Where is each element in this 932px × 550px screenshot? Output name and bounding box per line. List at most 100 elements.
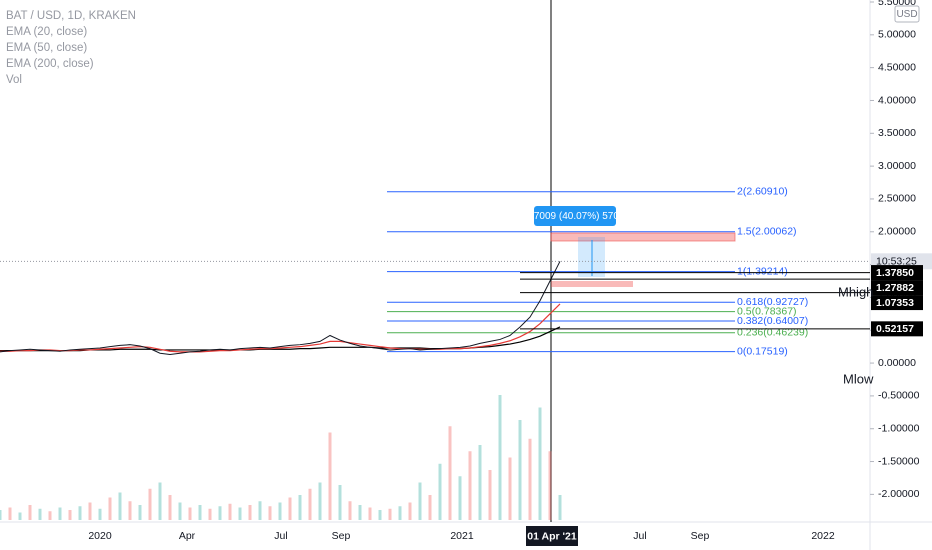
zone <box>550 232 736 242</box>
volume-bar <box>68 510 72 520</box>
volume-bar <box>218 506 222 520</box>
legend-item: Vol <box>6 74 22 86</box>
x-tick-label: 2022 <box>811 530 835 542</box>
y-tick-label: -2.00000 <box>878 488 920 500</box>
volume-bar <box>508 457 512 520</box>
volume-bar <box>38 508 42 520</box>
y-tick-label: -1.50000 <box>878 455 920 467</box>
price-line <box>0 261 561 356</box>
price-tag: 1.37850 <box>876 267 914 279</box>
price-tag-bg <box>871 321 923 337</box>
fib-label: 0(0.17519) <box>737 345 788 357</box>
x-tick-label: 2020 <box>88 530 112 542</box>
legend-item: EMA (20, close) <box>6 26 87 38</box>
y-tick-label: -1.00000 <box>878 423 920 435</box>
fib-label: 2(2.60910) <box>737 186 788 198</box>
y-tick-label: 4.00000 <box>878 94 916 106</box>
y-tick-label: 5.00000 <box>878 29 916 41</box>
volume-bar <box>468 451 472 520</box>
volume-bar <box>298 495 302 520</box>
x-tick-label: 2021 <box>450 530 474 542</box>
volume-bar <box>448 426 452 520</box>
note: Mlow <box>843 371 874 386</box>
y-tick-label: 0.00000 <box>878 357 916 369</box>
volume-bar <box>458 476 462 520</box>
date-tag: 01 Apr '21 <box>527 530 577 542</box>
price-tag: 1.27882 <box>876 282 914 294</box>
fib-label: 1(1.39214) <box>737 265 788 277</box>
volume-bar <box>328 432 332 520</box>
fib-label: 0.5(0.78367) <box>737 305 797 317</box>
volume-bar <box>338 485 342 520</box>
measure-label: 0.57009 (40.07%) 57009 <box>520 211 631 222</box>
legend-item: EMA (200, close) <box>6 58 94 70</box>
x-tick-label: Sep <box>691 530 710 542</box>
volume-bar <box>308 488 312 520</box>
volume-bar <box>198 505 202 520</box>
volume-bar <box>268 506 272 520</box>
volume-bar <box>118 492 122 520</box>
currency-box <box>894 5 920 23</box>
volume-bar <box>8 507 12 520</box>
volume-bar <box>148 488 152 520</box>
y-tick-label: 5.50000 <box>878 0 916 8</box>
volume-bar <box>18 512 22 520</box>
volume-bar <box>238 507 242 520</box>
volume-bar <box>518 420 522 520</box>
volume-bar <box>278 502 282 520</box>
volume-bar <box>358 505 362 520</box>
measure-label-bg <box>534 206 616 226</box>
volume-bar <box>558 495 562 520</box>
volume-bar <box>158 482 162 520</box>
volume-bar <box>488 470 492 520</box>
volume-bar <box>318 482 322 520</box>
price-tag: 1.07353 <box>876 297 914 309</box>
volume-bar <box>378 510 382 520</box>
fib-label: 0.382(0.64007) <box>737 315 808 327</box>
volume-bar <box>478 445 482 520</box>
volume-bar <box>168 495 172 520</box>
volume-bar <box>78 506 82 520</box>
volume-bar <box>408 502 412 520</box>
volume-bar <box>498 395 502 520</box>
volume-bar <box>178 502 182 520</box>
fib-label: 0.618(0.92727) <box>737 296 808 308</box>
volume-bar <box>428 495 432 520</box>
y-tick-label: -0.50000 <box>878 390 920 402</box>
volume-bar <box>418 482 422 520</box>
currency: USD <box>896 9 917 20</box>
legend-item: EMA (50, close) <box>6 42 87 54</box>
price-tag-bg <box>871 295 923 311</box>
x-tick-label: Apr <box>179 530 196 542</box>
fib-label: 0.236(0.46239) <box>737 326 808 338</box>
volume-bar <box>228 503 232 520</box>
volume-bar <box>48 511 52 520</box>
volume-bar <box>288 497 292 520</box>
volume-bar <box>548 451 552 520</box>
y-tick-label: 3.50000 <box>878 127 916 139</box>
y-tick-label: 3.00000 <box>878 160 916 172</box>
fib-label: 1.5(2.00062) <box>737 226 797 238</box>
price-tag-bg <box>871 265 923 281</box>
zone <box>551 281 633 287</box>
x-tick-label: Jul <box>633 530 646 542</box>
volume-bar <box>188 507 192 520</box>
date-tag-bg <box>526 526 578 546</box>
x-tick-label: Sep <box>332 530 351 542</box>
y-tick-label: 4.50000 <box>878 61 916 73</box>
price-tag: 0.52157 <box>876 323 914 335</box>
volume-bar <box>98 508 102 520</box>
volume-bar <box>0 510 2 520</box>
volume-bar <box>398 506 402 520</box>
volume-bar <box>108 497 112 520</box>
volume-bar <box>348 501 352 520</box>
countdown: 10:53:25 <box>876 256 917 268</box>
price-tag-bg <box>871 280 923 296</box>
ema-line <box>0 303 561 353</box>
volume-bar <box>248 505 252 520</box>
note: Mhigh <box>838 284 873 299</box>
volume-bar <box>128 501 132 520</box>
legend-item: BAT / USD, 1D, KRAKEN <box>6 10 136 22</box>
